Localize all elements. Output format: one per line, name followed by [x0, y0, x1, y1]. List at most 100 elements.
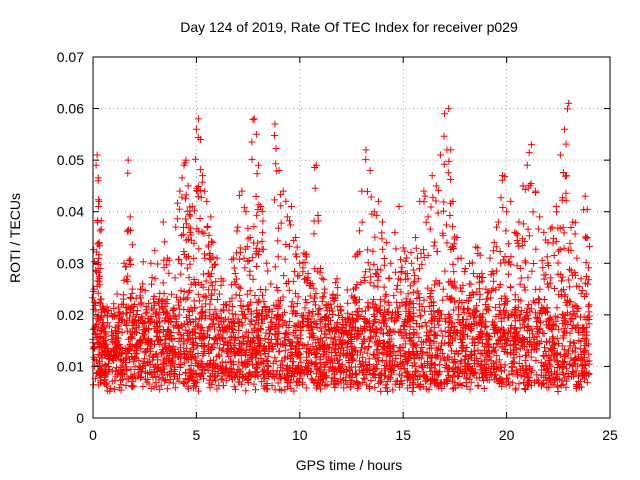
data-point [215, 290, 223, 298]
data-point [209, 239, 217, 247]
data-point [251, 321, 259, 329]
data-point [501, 173, 509, 181]
data-point [217, 376, 225, 384]
data-point [134, 307, 142, 315]
data-point [451, 334, 459, 342]
data-point [411, 351, 419, 359]
x-tick-label: 25 [602, 427, 618, 443]
data-point [93, 314, 101, 322]
data-point [113, 290, 121, 298]
data-point [370, 351, 378, 359]
data-point [209, 356, 217, 364]
data-point [524, 225, 532, 233]
data-point [230, 348, 238, 356]
data-point [272, 160, 280, 168]
data-point [242, 208, 250, 216]
data-point [139, 258, 147, 266]
data-point [578, 367, 586, 375]
data-point [176, 363, 184, 371]
data-point [447, 332, 455, 340]
data-point [481, 300, 489, 308]
data-point [125, 226, 133, 234]
data-point [472, 243, 480, 251]
data-point [374, 283, 382, 291]
data-point [450, 235, 458, 243]
data-point [432, 277, 440, 285]
data-point [101, 376, 109, 384]
data-point [445, 157, 453, 165]
data-point [114, 370, 122, 378]
data-point [568, 324, 576, 332]
data-point [139, 382, 147, 390]
data-point [331, 341, 339, 349]
data-point [268, 314, 276, 322]
data-point [256, 325, 264, 333]
data-point [362, 146, 370, 154]
data-point [413, 287, 421, 295]
data-point [478, 370, 486, 378]
data-point [508, 367, 516, 375]
data-point [352, 308, 360, 316]
data-point [205, 379, 213, 387]
data-point [499, 331, 507, 339]
data-point [446, 328, 454, 336]
data-point [244, 306, 252, 314]
data-point [504, 240, 512, 248]
data-point [560, 346, 568, 354]
data-point [334, 345, 342, 353]
data-point [393, 285, 401, 293]
data-point [371, 384, 379, 392]
data-point [103, 379, 111, 387]
data-point [473, 307, 481, 315]
data-point [162, 345, 170, 353]
data-point [391, 328, 399, 336]
data-point [435, 187, 443, 195]
data-point [170, 304, 178, 312]
data-point [127, 295, 135, 303]
data-point [265, 373, 273, 381]
data-point [320, 276, 328, 284]
data-point [215, 344, 223, 352]
data-point [423, 332, 431, 340]
data-point [489, 285, 497, 293]
data-point [258, 368, 266, 376]
data-point [361, 307, 369, 315]
data-point [159, 374, 167, 382]
data-point [182, 254, 190, 262]
data-point [255, 247, 263, 255]
data-point [199, 172, 207, 180]
data-point [186, 286, 194, 294]
data-point [495, 335, 503, 343]
data-point [521, 286, 529, 294]
data-point [108, 332, 116, 340]
data-point [399, 244, 407, 252]
data-point [126, 255, 134, 263]
data-point [503, 350, 511, 358]
data-point [362, 156, 370, 164]
data-point [313, 364, 321, 372]
data-point [204, 222, 212, 230]
data-point [153, 310, 161, 318]
data-point [337, 368, 345, 376]
data-point [186, 371, 194, 379]
data-point [235, 339, 243, 347]
data-point [397, 377, 405, 385]
data-point [476, 251, 484, 259]
data-point [433, 247, 441, 255]
data-point [263, 385, 271, 393]
data-point [231, 334, 239, 342]
data-point [169, 358, 177, 366]
data-point [554, 270, 562, 278]
data-point [220, 317, 228, 325]
data-point [183, 318, 191, 326]
data-point [353, 307, 361, 315]
data-point [340, 346, 348, 354]
data-point [136, 338, 144, 346]
data-point [249, 337, 257, 345]
data-point [191, 304, 199, 312]
data-point [198, 178, 206, 186]
data-point [394, 314, 402, 322]
data-point [132, 319, 140, 327]
data-point [197, 315, 205, 323]
data-point [560, 359, 568, 367]
